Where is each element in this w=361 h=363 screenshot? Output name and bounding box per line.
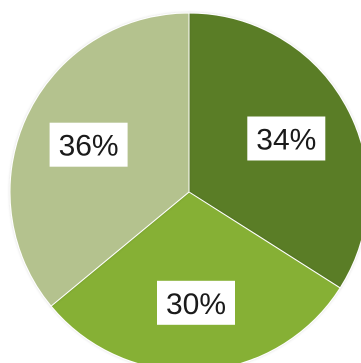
data-label-34: 34% xyxy=(247,116,326,161)
data-label-box xyxy=(247,116,326,161)
data-label-box xyxy=(157,280,235,325)
data-label-36: 36% xyxy=(49,122,128,167)
data-label-text: 30% xyxy=(166,288,226,321)
data-label-text: 34% xyxy=(256,124,316,157)
pie-labels: 34% 30% 36% xyxy=(49,116,326,325)
data-label-text: 36% xyxy=(59,130,119,163)
data-label-box xyxy=(49,122,128,167)
data-label-30: 30% xyxy=(157,280,235,325)
pie-slice-30 xyxy=(50,191,341,363)
